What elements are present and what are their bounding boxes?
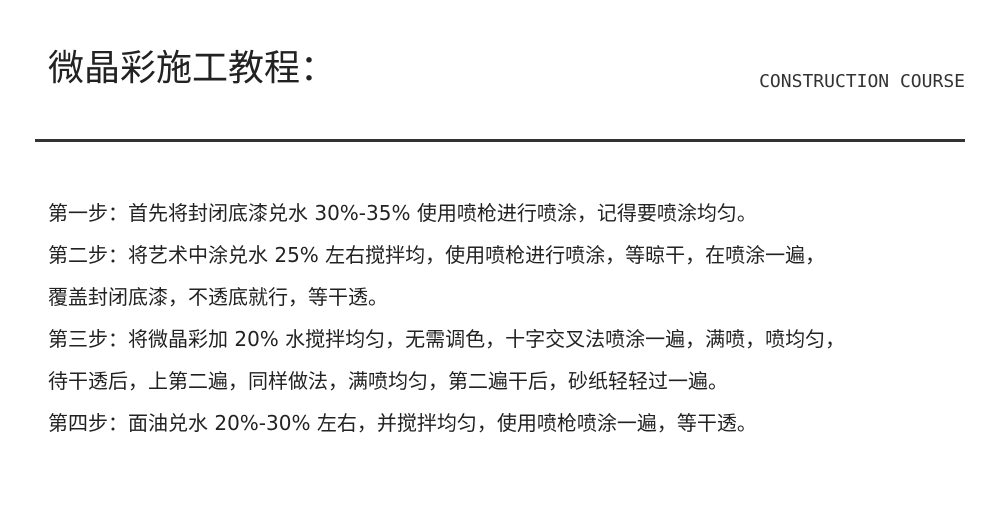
instruction-line: 第二步：将艺术中涂兑水 25% 左右搅拌均，使用喷枪进行喷涂，等晾干，在喷涂一遍… <box>48 243 826 267</box>
divider <box>35 139 965 142</box>
title: 微晶彩施工教程： <box>48 48 337 89</box>
instruction-line: 第四步：面油兑水 20%-30% 左右，并搅拌均匀，使用喷枪喷涂一遍，等干透。 <box>48 411 757 435</box>
subtitle: CONSTRUCTION COURSE <box>759 71 965 92</box>
instruction-line: 第三步：将微晶彩加 20% 水搅拌均匀，无需调色，十字交叉法喷涂一遍，满喷，喷均… <box>48 327 846 351</box>
instruction-line: 覆盖封闭底漆，不透底就行，等干透。 <box>48 285 388 309</box>
instructions: 第一步：首先将封闭底漆兑水 30%-35% 使用喷枪进行喷涂，记得要喷涂均匀。第… <box>48 192 978 444</box>
instruction-line: 第一步：首先将封闭底漆兑水 30%-35% 使用喷枪进行喷涂，记得要喷涂均匀。 <box>48 201 757 225</box>
instruction-line: 待干透后，上第二遍，同样做法，满喷均匀，第二遍干后，砂纸轻轻过一遍。 <box>48 369 728 393</box>
